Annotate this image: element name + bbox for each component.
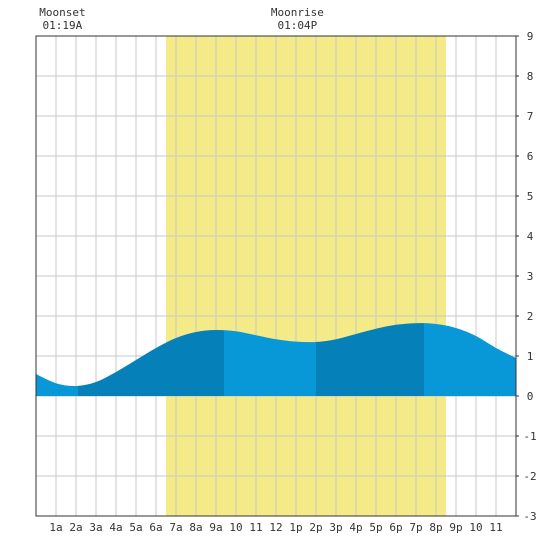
x-tick-label: 5p xyxy=(369,521,382,534)
y-tick-label: 3 xyxy=(527,270,534,283)
y-tick-label: 1 xyxy=(527,350,534,363)
y-tick-label: 0 xyxy=(527,390,534,403)
x-tick-label: 5a xyxy=(129,521,142,534)
y-tick-label: 7 xyxy=(527,110,534,123)
x-tick-label: 11 xyxy=(489,521,502,534)
x-tick-label: 3p xyxy=(329,521,342,534)
x-tick-label: 4p xyxy=(349,521,362,534)
x-tick-label: 9a xyxy=(209,521,222,534)
x-tick-label: 7p xyxy=(409,521,422,534)
y-tick-label: -2 xyxy=(523,470,536,483)
x-tick-label-layer: 1a 2a 3a 4a 5a 6a 7a 8a 9a 10 11 12 1p 2p 3p 4p 5p 6p 7p 8p… xyxy=(49,521,502,534)
x-tick-label: 1a xyxy=(49,521,62,534)
x-tick-label: 10 xyxy=(469,521,482,534)
y-tick-label: 4 xyxy=(527,230,534,243)
x-tick-label: 6p xyxy=(389,521,402,534)
x-tick-label: 7a xyxy=(169,521,182,534)
x-tick-label: 12 xyxy=(269,521,282,534)
y-tick-label: 6 xyxy=(527,150,534,163)
y-tick-label: 8 xyxy=(527,70,534,83)
y-tick-label: 5 xyxy=(527,190,534,203)
tide-area-layer xyxy=(36,323,516,396)
x-tick-label: 2p xyxy=(309,521,322,534)
x-tick-label: 1p xyxy=(289,521,302,534)
y-tick-label: 9 xyxy=(527,30,534,43)
y-tick-label: -3 xyxy=(523,510,536,523)
y-tick-label-layer: -3 -2 -1 0 1 2 3 4 5 6 7 8 9 xyxy=(516,30,537,523)
tide-area xyxy=(36,323,516,396)
moon-event-time: 01:19A xyxy=(43,19,83,32)
grid-layer xyxy=(36,36,516,516)
moon-event-label: Moonset xyxy=(39,6,85,19)
x-tick-label: 10 xyxy=(229,521,242,534)
moon-event-label: Moonrise xyxy=(271,6,324,19)
y-tick-label: 2 xyxy=(527,310,534,323)
x-tick-label: 11 xyxy=(249,521,262,534)
x-tick-label: 3a xyxy=(89,521,102,534)
x-tick-label: 8p xyxy=(429,521,442,534)
x-tick-label: 8a xyxy=(189,521,202,534)
x-tick-label: 4a xyxy=(109,521,122,534)
moon-event-time: 01:04P xyxy=(278,19,318,32)
y-tick-label: -1 xyxy=(523,430,536,443)
x-tick-label: 2a xyxy=(69,521,82,534)
x-tick-label: 9p xyxy=(449,521,462,534)
x-tick-label: 6a xyxy=(149,521,162,534)
